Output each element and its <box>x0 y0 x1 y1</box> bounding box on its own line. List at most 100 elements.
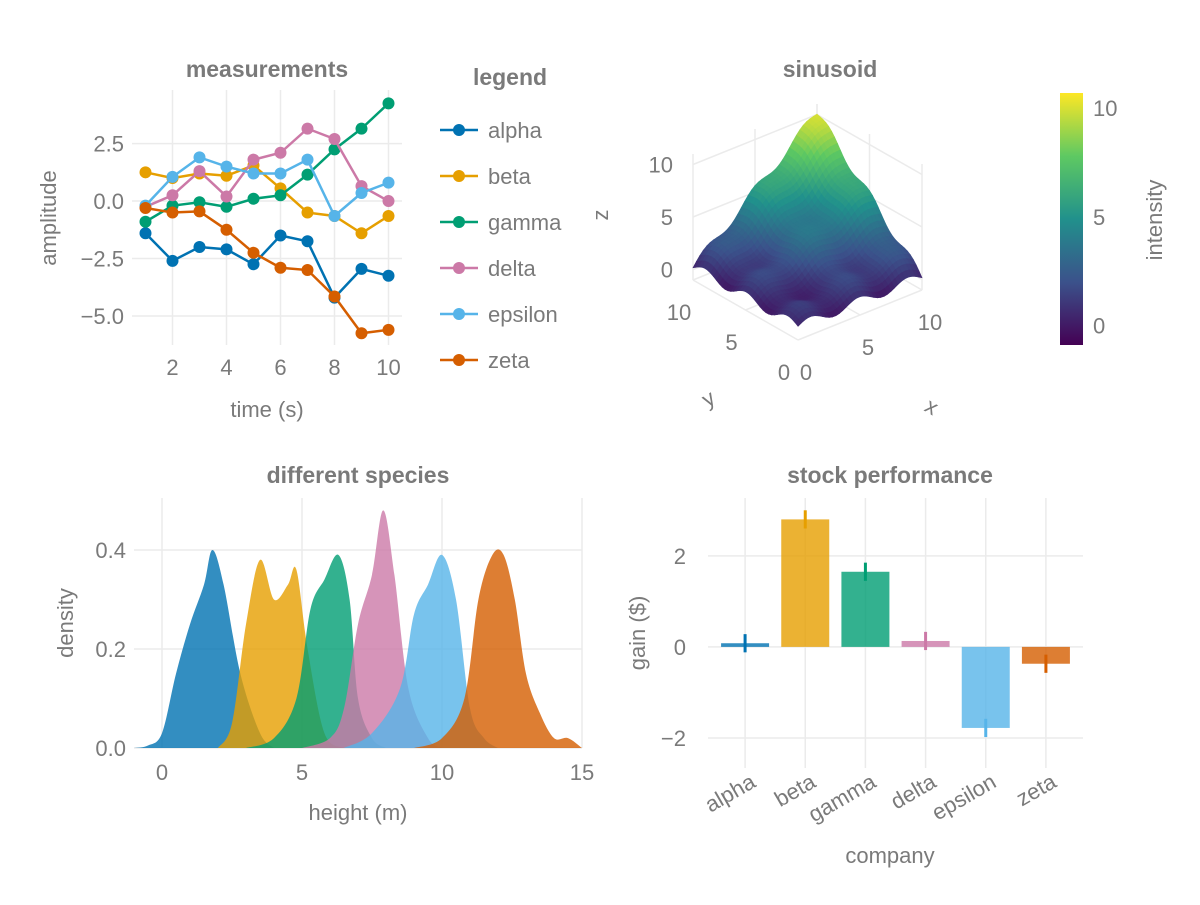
data-point-delta <box>221 190 233 202</box>
data-point-beta <box>356 227 368 239</box>
x-tick-label: 6 <box>274 355 286 380</box>
data-point-delta <box>275 147 287 159</box>
data-point-epsilon <box>248 167 260 179</box>
sinusoid-title: sinusoid <box>783 56 878 82</box>
series-line-alpha <box>146 233 389 297</box>
x-tick-label: 10 <box>430 760 454 785</box>
x-tick-label: 10 <box>376 355 400 380</box>
legend-label-delta: delta <box>488 256 536 281</box>
x-tick-label: 8 <box>328 355 340 380</box>
y-tick-label: 10 <box>667 300 691 325</box>
x-tick-label: 0 <box>156 760 168 785</box>
data-point-alpha <box>275 230 287 242</box>
colorbar-label: intensity <box>1142 180 1167 261</box>
y-tick-label: −2.5 <box>81 247 124 272</box>
data-point-gamma <box>248 193 260 205</box>
data-point-delta <box>167 189 179 201</box>
legend-title: legend <box>473 64 547 90</box>
data-point-zeta <box>167 207 179 219</box>
colorbar-tick-label: 0 <box>1093 313 1105 338</box>
data-point-zeta <box>194 205 206 217</box>
y-tick-label: 2 <box>674 544 686 569</box>
data-point-gamma <box>221 201 233 213</box>
data-point-alpha <box>140 227 152 239</box>
data-point-gamma <box>275 189 287 201</box>
data-point-beta <box>302 207 314 219</box>
colorbar-tick-label: 5 <box>1093 205 1105 230</box>
data-point-zeta <box>221 224 233 236</box>
legend-label-beta: beta <box>488 164 532 189</box>
legend-label-zeta: zeta <box>488 348 530 373</box>
data-point-alpha <box>383 270 395 282</box>
measurements-title: measurements <box>186 56 348 82</box>
data-point-gamma <box>383 97 395 109</box>
data-point-zeta <box>140 202 152 214</box>
data-point-alpha <box>356 263 368 275</box>
data-point-alpha <box>248 258 260 270</box>
x-tick-label: 5 <box>862 335 874 360</box>
data-point-epsilon <box>194 151 206 163</box>
x-tick-label: epsilon <box>927 769 1000 826</box>
colorbar <box>1060 93 1083 345</box>
y-tick-label: 5 <box>725 330 737 355</box>
data-point-epsilon <box>383 177 395 189</box>
data-point-epsilon <box>302 154 314 166</box>
legend-label-alpha: alpha <box>488 118 543 143</box>
legend-marker-gamma <box>453 216 465 228</box>
y-tick-label: 0 <box>674 635 686 660</box>
data-point-zeta <box>329 290 341 302</box>
data-point-epsilon <box>275 167 287 179</box>
data-point-zeta <box>356 327 368 339</box>
data-point-zeta <box>275 262 287 274</box>
y-tick-label: −5.0 <box>81 304 124 329</box>
data-point-zeta <box>248 247 260 259</box>
y-tick-label: 2.5 <box>93 132 124 157</box>
colorbar-tick-label: 10 <box>1093 96 1117 121</box>
measurements-panel: measurements time (s) amplitude legend 2… <box>36 56 562 422</box>
sinusoid-panel: sinusoid y x z intensity 051005100510051… <box>588 56 1167 420</box>
data-point-gamma <box>356 123 368 135</box>
legend-label-epsilon: epsilon <box>488 302 558 327</box>
data-point-gamma <box>140 216 152 228</box>
data-point-beta <box>383 210 395 222</box>
legend-marker-zeta <box>453 354 465 366</box>
y-tick-label: 0 <box>778 360 790 385</box>
measurements-xlabel: time (s) <box>230 397 303 422</box>
x-tick-label: 5 <box>296 760 308 785</box>
data-point-alpha <box>221 243 233 255</box>
data-point-delta <box>329 133 341 145</box>
data-point-epsilon <box>221 161 233 173</box>
data-point-epsilon <box>356 187 368 199</box>
y-tick-label: 0.0 <box>93 189 124 214</box>
species-title: different species <box>267 462 450 488</box>
data-point-alpha <box>167 255 179 267</box>
data-point-alpha <box>302 235 314 247</box>
series-line-delta <box>146 129 389 207</box>
data-point-zeta <box>383 324 395 336</box>
data-point-beta <box>140 166 152 178</box>
z-tick-label: 0 <box>661 258 673 283</box>
x-tick-label: 0 <box>800 360 812 385</box>
stock-title: stock performance <box>787 462 993 488</box>
legend-marker-beta <box>453 170 465 182</box>
bar-beta <box>781 519 829 646</box>
measurements-ylabel: amplitude <box>36 170 61 265</box>
y-tick-label: 0.4 <box>95 538 126 563</box>
x-tick-label: 15 <box>570 760 594 785</box>
x-tick-label: gamma <box>804 768 881 827</box>
species-ylabel: density <box>53 588 78 658</box>
data-point-delta <box>194 165 206 177</box>
bar-epsilon <box>962 647 1010 728</box>
y-tick-label: 0.0 <box>95 736 126 761</box>
x-tick-label: 10 <box>918 310 942 335</box>
x-tick-label: 2 <box>166 355 178 380</box>
data-point-alpha <box>194 241 206 253</box>
z-tick-label: 10 <box>649 153 673 178</box>
data-point-epsilon <box>329 210 341 222</box>
stock-ylabel: gain ($) <box>625 596 650 671</box>
data-point-delta <box>383 195 395 207</box>
y-tick-label: 0.2 <box>95 637 126 662</box>
series-line-gamma <box>146 103 389 221</box>
sinusoid-zlabel: z <box>588 210 613 221</box>
